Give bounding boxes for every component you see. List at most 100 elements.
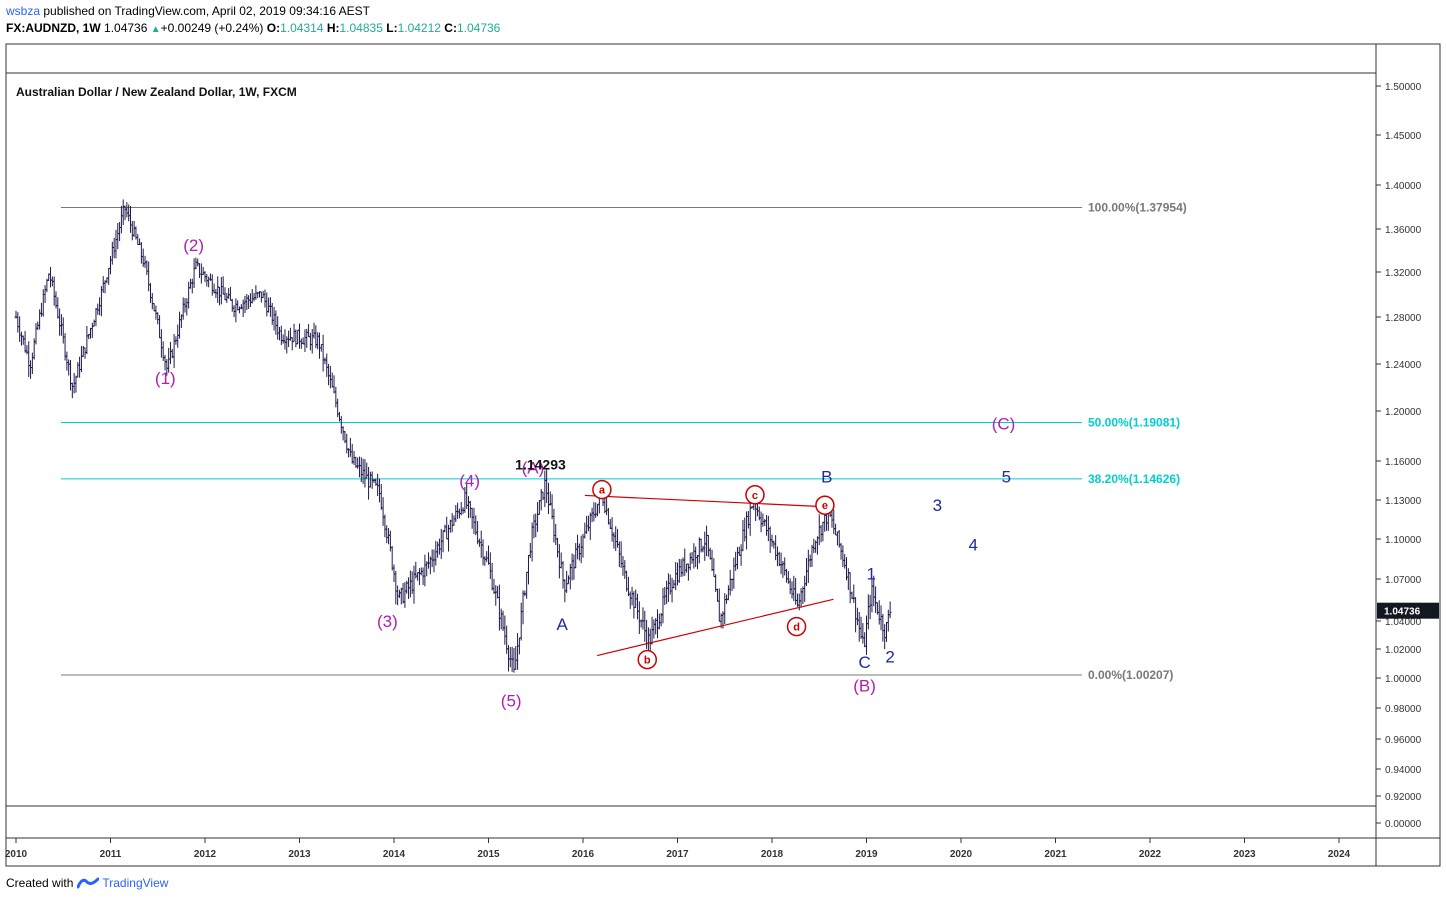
- ohlc-bar: [730, 578, 734, 592]
- time-tick-label: 2014: [383, 849, 406, 860]
- ohlc-bar: [881, 613, 885, 642]
- wave-label: 2: [885, 647, 894, 666]
- ohlc-bar: [158, 315, 162, 339]
- ohlc-bar: [245, 294, 249, 310]
- ohlc-bar: [479, 530, 483, 558]
- ohlc-bar: [267, 297, 271, 313]
- ohlc-bar: [348, 437, 352, 457]
- ohlc-bar: [281, 334, 285, 344]
- ohlc-bar: [550, 494, 554, 520]
- ohlc-bar: [710, 549, 714, 572]
- ohlc-bar: [298, 323, 301, 349]
- tradingview-link[interactable]: TradingView: [77, 876, 168, 890]
- ohlc-bar: [683, 548, 687, 576]
- ohlc-bar: [21, 335, 25, 345]
- ohlc-bar: [505, 625, 509, 654]
- time-axis[interactable]: 2010 2011 2012 2013 2014 2015 2016 2017 2018 2019…: [5, 838, 1351, 860]
- open-label: O:: [266, 21, 281, 35]
- ohlc-bar: [147, 261, 151, 292]
- ohlc-bar: [423, 554, 427, 587]
- ohlc-bar: [376, 473, 380, 497]
- fib-retracement[interactable]: 100.00%(1.37954) 50.00%(1.19081) 38.20%(1.…: [61, 201, 1187, 682]
- ohlc-bar: [456, 502, 460, 519]
- author-link[interactable]: wsbza: [6, 4, 41, 18]
- ohlc-bar: [441, 530, 445, 553]
- ohlc-bar: [630, 586, 634, 606]
- triangle-wave-marker: b: [637, 649, 658, 670]
- time-tick-label: 2015: [477, 849, 500, 860]
- up-arrow-icon: ▲: [150, 24, 161, 35]
- ohlc-bar: [65, 351, 69, 371]
- ohlc-bar: [94, 308, 98, 327]
- ohlc-bar: [239, 304, 243, 310]
- triangle-lines[interactable]: [584, 494, 834, 657]
- ohlc-bar: [519, 602, 523, 641]
- ohlc-bar: [317, 332, 321, 359]
- ohlc-bar: [697, 537, 701, 564]
- ohlc-bar: [176, 324, 180, 348]
- ohlc-bar: [92, 319, 96, 327]
- ohlc-bar: [487, 545, 490, 565]
- ohlc-bar: [118, 221, 122, 242]
- ohlc-bar: [152, 303, 156, 312]
- ohlc-bar: [159, 329, 163, 358]
- ohlc-bar: [308, 332, 312, 351]
- ohlc-bar: [383, 514, 387, 538]
- ohlc-bar: [390, 546, 394, 571]
- price-tick-label: 1.20000: [1385, 407, 1422, 418]
- ohlc-bar: [614, 526, 618, 551]
- wave-labels: (1) (2) (3) (4) (5) (A) (B) (C) A B C 1 2 3 4 5 a b c d e 1.1…: [155, 236, 1015, 710]
- ohlc-bar: [585, 515, 589, 534]
- ohlc-bar: [339, 416, 343, 434]
- ohlc-bar: [76, 361, 80, 378]
- price-axis[interactable]: 1.50000 1.45000 1.40000 1.36000 1.32000 1.280…: [1376, 82, 1439, 830]
- ohlc-bar: [739, 544, 743, 566]
- ohlc-bar: [694, 546, 698, 568]
- wave-label: A: [557, 615, 569, 634]
- price-tick-label: 1.02000: [1385, 645, 1422, 656]
- low-label: L:: [386, 21, 398, 35]
- ohlc-bar: [185, 298, 189, 316]
- ohlc-bar: [312, 322, 316, 339]
- ohlc-bar: [496, 586, 500, 599]
- ohlc-bar: [701, 545, 705, 553]
- ohlc-bar: [238, 306, 242, 314]
- ohlc-bar: [490, 562, 494, 591]
- ohlc-bar: [199, 263, 203, 284]
- ohlc-bar: [234, 298, 238, 323]
- ohlc-bar: [434, 540, 438, 566]
- triangle-trendline[interactable]: [597, 598, 834, 657]
- time-tick-label: 2018: [761, 849, 784, 860]
- last-price-badge-label: 1.04736: [1384, 607, 1421, 618]
- ohlc-bar: [241, 299, 245, 317]
- ohlc-bar: [537, 500, 541, 515]
- ohlc-bar: [272, 306, 276, 331]
- ohlc-bar: [532, 514, 536, 539]
- ohlc-bar: [775, 546, 779, 567]
- ohlc-bar: [616, 528, 620, 548]
- price-tick-label: 1.10000: [1385, 535, 1422, 546]
- triangle-trendline[interactable]: [584, 494, 834, 508]
- ohlc-bar: [636, 593, 640, 620]
- ohlc-bar: [886, 609, 890, 632]
- ohlc-bar: [78, 356, 82, 378]
- fib-level-label: 38.20%(1.14626): [1088, 472, 1180, 486]
- ohlc-bar: [516, 633, 520, 670]
- ohlc-bar: [148, 283, 152, 304]
- ohlc-bar: [606, 507, 610, 525]
- ohlc-bar: [139, 242, 143, 264]
- triangle-wave-label: c: [752, 490, 758, 502]
- ohlc-bar: [387, 528, 391, 545]
- chart-header: wsbza published on TradingView.com, Apri…: [6, 3, 500, 38]
- ohlc-bar: [79, 346, 83, 373]
- ohlc-bar: [743, 517, 747, 542]
- ohlc-bar: [668, 574, 672, 595]
- ohlc-bar: [810, 544, 814, 568]
- wave-label: 4: [969, 535, 978, 554]
- ohlc-bar: [110, 241, 114, 265]
- ohlc-bar: [699, 538, 703, 553]
- time-tick-label: 2021: [1044, 849, 1067, 860]
- ohlc-bar: [770, 534, 774, 547]
- time-tick-label: 2023: [1233, 849, 1256, 860]
